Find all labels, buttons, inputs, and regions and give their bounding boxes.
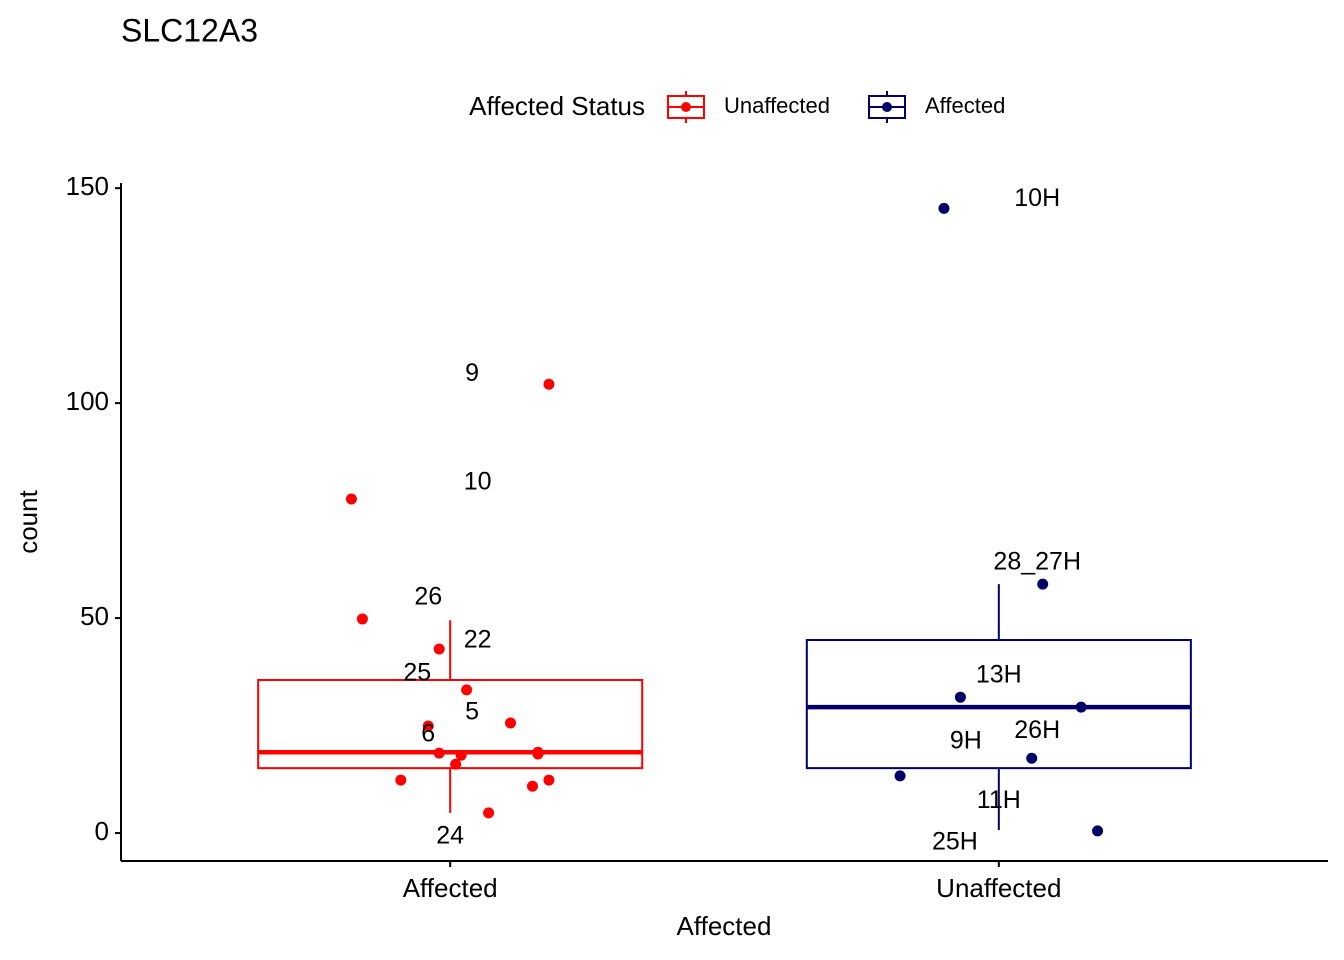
y-tick-label: 50 xyxy=(80,601,109,631)
x-axis-title: Affected xyxy=(677,911,772,941)
x-tick-label: Unaffected xyxy=(936,873,1061,903)
box xyxy=(805,639,1192,770)
point xyxy=(894,770,906,782)
point xyxy=(422,720,434,732)
y-tick-label: 100 xyxy=(66,386,109,416)
point-label: 11H xyxy=(977,786,1021,814)
x-tick-label: Affected xyxy=(403,873,498,903)
point xyxy=(395,774,407,786)
point xyxy=(483,807,495,819)
point xyxy=(954,691,966,703)
legend-key-point xyxy=(882,102,892,112)
point-label: 22 xyxy=(464,625,492,653)
y-tick-label: 150 xyxy=(66,171,109,201)
point xyxy=(345,493,357,505)
y-tick-label: 0 xyxy=(95,816,109,846)
point-label: 6 xyxy=(421,720,435,748)
point xyxy=(356,613,368,625)
legend-label: Affected xyxy=(925,93,1005,118)
point-label: 25H xyxy=(932,828,978,856)
point xyxy=(1092,825,1104,837)
point xyxy=(532,748,544,760)
box xyxy=(257,678,644,770)
point xyxy=(433,643,445,655)
point-label: 9 xyxy=(465,359,479,387)
point-label: 10 xyxy=(464,468,492,496)
point xyxy=(1026,752,1038,764)
point xyxy=(433,747,445,759)
chart-title: SLC12A3 xyxy=(121,12,258,48)
y-axis-title: count xyxy=(13,489,43,553)
point-label: 26H xyxy=(1014,716,1060,744)
point xyxy=(938,202,950,214)
legend-key-point xyxy=(681,102,691,112)
legend-label: Unaffected xyxy=(724,93,830,118)
point xyxy=(461,684,473,696)
point-label: 13H xyxy=(976,661,1022,689)
point-label: 10H xyxy=(1014,184,1060,212)
point xyxy=(455,749,467,761)
point xyxy=(543,774,555,786)
point xyxy=(543,378,555,390)
point xyxy=(505,717,517,729)
point xyxy=(1075,701,1087,713)
point-label: 9H xyxy=(950,727,982,755)
point-label: 24 xyxy=(436,822,464,850)
point xyxy=(1037,578,1049,590)
point-label: 25 xyxy=(403,659,431,687)
point-label: 28_27H xyxy=(993,548,1081,576)
legend-title: Affected Status xyxy=(469,91,645,121)
point xyxy=(526,780,538,792)
point-label: 26 xyxy=(414,582,442,610)
point xyxy=(450,758,462,770)
point-label: 5 xyxy=(465,698,479,726)
